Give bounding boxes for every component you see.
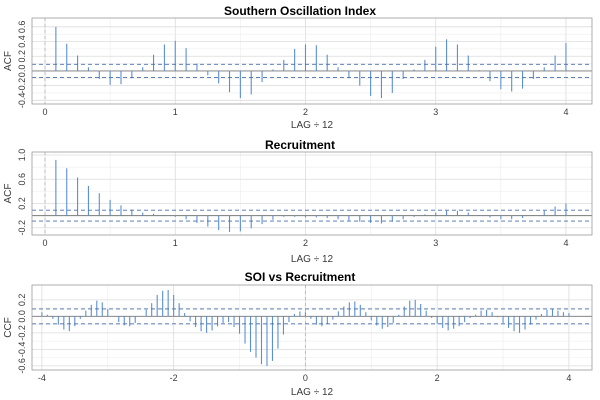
y-axis-label: ACF — [3, 184, 14, 204]
x-tick-label: 3 — [433, 107, 438, 117]
chart-title: Southern Oscillation Index — [224, 4, 376, 18]
plot-area — [32, 18, 592, 104]
chart-panel-2: 0 1 2 3 4 -0.2 0.2 0.6 1.0 Recruitment LAG ÷ 12 ACF — [3, 138, 593, 265]
y-tick-label: 0.4 — [17, 35, 27, 48]
y-tick-label: 0.6 — [17, 21, 27, 34]
x-tick-label: 4 — [563, 238, 568, 248]
plot-border — [31, 151, 593, 236]
plot-border — [31, 17, 593, 105]
chart-title: Recruitment — [265, 138, 335, 152]
y-tick-label: -0.2 — [17, 78, 27, 94]
y-tick-label: -0.4 — [17, 93, 27, 109]
chart-panel-1: 0 1 2 3 4 -0.4-0.20.0 0.2 0.40.6 Southern Oscill… — [3, 4, 593, 131]
plot-border — [31, 284, 593, 371]
y-tick-label: 0.2 — [17, 294, 27, 307]
x-axis-label: LAG ÷ 12 — [291, 254, 334, 265]
y-axis-label: ACF — [3, 51, 14, 71]
plot-area — [32, 152, 592, 235]
x-axis-label: LAG ÷ 12 — [291, 120, 334, 131]
y-tick-label: 0.0 — [17, 65, 27, 78]
y-tick-label: -0.4 — [17, 342, 27, 358]
x-tick-label: -4 — [38, 373, 46, 383]
y-axis-label: CCF — [3, 317, 14, 338]
y-tick-label: 0.2 — [17, 197, 27, 210]
y-tick-label: -0.2 — [17, 325, 27, 341]
x-tick-label: 0 — [303, 373, 308, 383]
chart-panel-3: -4 -2 0 2 4 -0.6-0.4-0.2 0.0 0.2 SOI vs Recruitm… — [3, 270, 593, 398]
y-tick-label: 0.6 — [17, 173, 27, 186]
x-tick-label: 2 — [303, 107, 308, 117]
x-tick-label: 1 — [173, 238, 178, 248]
plot-area — [32, 285, 592, 370]
x-tick-label: 0 — [43, 107, 48, 117]
y-tick-label: 0.2 — [17, 50, 27, 63]
chart-title: SOI vs Recruitment — [245, 270, 356, 284]
x-tick-label: 2 — [435, 373, 440, 383]
x-tick-label: 4 — [563, 107, 568, 117]
x-axis-label: LAG ÷ 12 — [291, 387, 334, 398]
x-tick-label: -2 — [170, 373, 178, 383]
x-tick-label: 2 — [303, 238, 308, 248]
x-tick-label: 3 — [433, 238, 438, 248]
x-tick-label: 1 — [173, 107, 178, 117]
y-tick-label: 0.0 — [17, 310, 27, 323]
x-tick-label: 0 — [43, 238, 48, 248]
y-tick-label: 1.0 — [17, 149, 27, 162]
y-tick-label: -0.2 — [17, 220, 27, 236]
x-tick-label: 4 — [566, 373, 571, 383]
y-tick-label: -0.6 — [17, 358, 27, 374]
